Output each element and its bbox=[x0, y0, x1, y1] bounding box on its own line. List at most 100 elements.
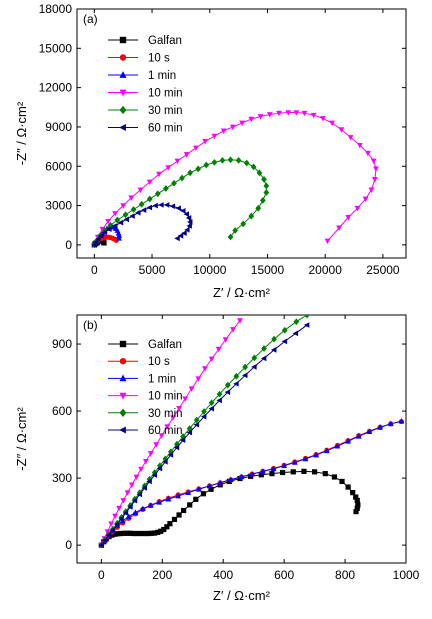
x-axis-title: Z′ / Ω·cm² bbox=[213, 588, 271, 603]
data-point-30-min bbox=[243, 159, 250, 167]
legend-label-galfan: Galfan bbox=[148, 339, 182, 351]
data-point-60-min bbox=[175, 205, 181, 212]
y-tick-label: 12000 bbox=[39, 81, 73, 95]
data-point-1-min bbox=[165, 495, 172, 502]
data-point-galfan bbox=[171, 516, 178, 523]
data-point-10-min bbox=[215, 346, 222, 353]
data-point-60-min bbox=[114, 521, 120, 528]
data-point-60-min bbox=[208, 405, 214, 412]
data-point-10-min bbox=[356, 142, 363, 149]
legend-b: Galfan 10 s 1 min 10 min 30 min 60 min bbox=[108, 339, 183, 437]
data-point-10-min bbox=[237, 318, 243, 324]
data-point-1-min bbox=[387, 420, 394, 427]
data-point-60-min bbox=[186, 223, 192, 229]
data-point-10-min bbox=[156, 171, 162, 178]
data-point-30-min bbox=[248, 212, 255, 220]
data-point-10-min bbox=[239, 120, 245, 127]
data-point-30-min bbox=[203, 161, 210, 169]
data-point-1-min bbox=[334, 443, 341, 449]
y-tick-label: 600 bbox=[52, 404, 72, 418]
data-point-30-min bbox=[136, 489, 143, 497]
data-point-galfan bbox=[101, 240, 107, 246]
x-tick-label: 20000 bbox=[309, 263, 343, 277]
data-point-galfan bbox=[181, 507, 187, 514]
data-point-30-min bbox=[227, 156, 234, 164]
y-tick-label: 0 bbox=[65, 538, 72, 552]
data-point-30-min bbox=[211, 158, 218, 166]
data-point-60-min bbox=[260, 355, 267, 362]
x-tick-label: 25000 bbox=[366, 263, 400, 277]
data-point-60-min bbox=[101, 537, 108, 544]
legend-label-10-min: 10 min bbox=[148, 88, 183, 100]
series-line-30-min bbox=[93, 159, 267, 246]
data-point-1-min bbox=[185, 489, 192, 495]
data-point-10-min bbox=[182, 396, 189, 402]
data-point-galfan bbox=[176, 512, 182, 518]
data-point-10-min bbox=[336, 225, 342, 231]
data-point-galfan bbox=[290, 469, 296, 475]
series-30-min bbox=[91, 156, 270, 249]
data-point-galfan bbox=[133, 530, 140, 537]
data-point-30-min bbox=[138, 200, 145, 208]
data-point-10-min bbox=[108, 521, 114, 528]
data-point-galfan bbox=[136, 530, 143, 537]
data-point-30-min bbox=[193, 416, 200, 424]
data-point-30-min bbox=[122, 211, 129, 219]
series-line-1-min bbox=[100, 420, 402, 546]
data-point-10-min bbox=[104, 529, 111, 535]
data-point-galfan bbox=[158, 528, 164, 534]
data-point-10-min bbox=[220, 128, 227, 134]
data-point-60-min bbox=[141, 485, 147, 491]
legend-label-30-min: 30 min bbox=[148, 105, 183, 117]
data-point-60-min bbox=[156, 465, 163, 472]
data-point-30-min bbox=[186, 425, 193, 432]
data-point-30-min bbox=[154, 190, 161, 198]
data-point-60-min bbox=[200, 413, 207, 420]
data-point-galfan bbox=[269, 471, 275, 477]
data-point-60-min bbox=[233, 380, 239, 387]
x-tick-label: 15000 bbox=[251, 263, 285, 277]
data-point-galfan bbox=[112, 531, 118, 537]
data-point-60-min bbox=[162, 458, 168, 465]
data-point-10-min bbox=[345, 215, 352, 221]
data-point-10-min bbox=[128, 482, 135, 488]
data-point-galfan bbox=[109, 532, 115, 538]
legend-label-60-min: 60 min bbox=[148, 425, 183, 437]
data-point-30-min bbox=[261, 175, 267, 183]
data-point-10-min bbox=[202, 366, 208, 372]
data-point-60-min bbox=[152, 202, 158, 209]
data-point-60-min bbox=[135, 209, 141, 216]
data-point-1-min bbox=[227, 476, 234, 483]
data-point-galfan bbox=[167, 521, 173, 527]
data-point-30-min bbox=[251, 354, 258, 362]
data-point-60-min bbox=[181, 230, 187, 236]
data-point-60-min bbox=[163, 202, 170, 208]
legend-label-10-min: 10 min bbox=[148, 391, 183, 403]
data-point-10-min bbox=[147, 451, 154, 457]
data-point-60-min bbox=[146, 204, 153, 211]
data-point-10-min bbox=[112, 513, 118, 520]
data-point-10-min bbox=[370, 158, 377, 165]
plot-frame-b bbox=[76, 314, 407, 564]
data-point-1-min bbox=[323, 447, 330, 454]
data-point-10-min bbox=[153, 442, 160, 448]
data-point-30-min bbox=[235, 156, 242, 164]
data-point-60-min bbox=[173, 444, 180, 451]
data-point-galfan bbox=[208, 486, 214, 492]
data-point-10-min bbox=[211, 133, 218, 140]
y-axis-title: -Z″ / Ω·cm² bbox=[14, 407, 29, 471]
data-area-a bbox=[91, 110, 379, 249]
legend-label-10-s: 10 s bbox=[148, 53, 170, 65]
x-axis-title: Z′ / Ω·cm² bbox=[213, 285, 271, 300]
data-point-1-min bbox=[270, 465, 277, 472]
data-point-60-min bbox=[187, 219, 193, 225]
data-point-1-min bbox=[217, 479, 224, 485]
x-tick-label: 400 bbox=[213, 568, 233, 582]
legend-marker-30-min bbox=[119, 105, 127, 115]
data-point-1-min bbox=[291, 459, 298, 465]
data-point-10-min bbox=[138, 466, 144, 473]
y-tick-label: 6000 bbox=[45, 159, 72, 173]
data-point-1-min bbox=[125, 513, 132, 519]
data-point-60-min bbox=[174, 235, 180, 242]
data-point-30-min bbox=[107, 221, 114, 229]
